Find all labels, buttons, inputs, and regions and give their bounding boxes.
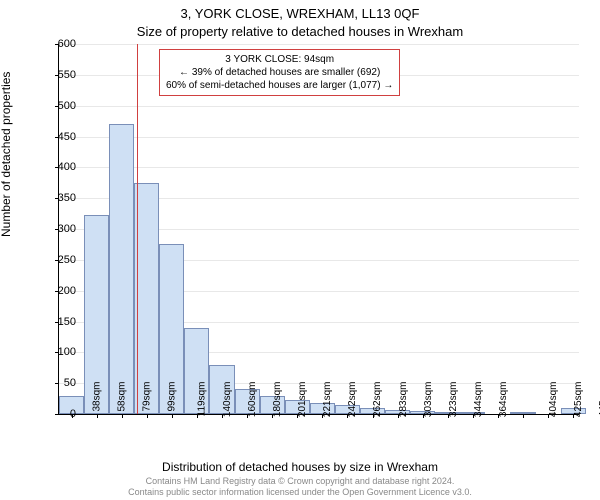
chart-container: 3, YORK CLOSE, WREXHAM, LL13 0QF Size of… bbox=[0, 0, 600, 500]
x-tick-label: 38sqm bbox=[91, 382, 102, 412]
x-tick-mark bbox=[97, 414, 98, 418]
x-tick-label: 221sqm bbox=[322, 382, 333, 418]
x-tick-label: 262sqm bbox=[373, 382, 384, 418]
y-tick-label: 550 bbox=[46, 69, 76, 81]
x-tick-label: 364sqm bbox=[498, 382, 509, 418]
y-tick-label: 50 bbox=[46, 377, 76, 389]
x-tick-label: 283sqm bbox=[398, 382, 409, 418]
plot-area: 3 YORK CLOSE: 94sqm← 39% of detached hou… bbox=[58, 44, 579, 415]
x-tick-mark bbox=[147, 414, 148, 418]
y-tick-label: 300 bbox=[46, 223, 76, 235]
y-tick-label: 150 bbox=[46, 316, 76, 328]
x-tick-label: 242sqm bbox=[347, 382, 358, 418]
x-tick-mark bbox=[122, 414, 123, 418]
y-tick-label: 350 bbox=[46, 192, 76, 204]
x-tick-label: 119sqm bbox=[196, 382, 207, 417]
y-tick-label: 200 bbox=[46, 285, 76, 297]
x-tick-label: 303sqm bbox=[423, 382, 434, 418]
x-tick-label: 404sqm bbox=[548, 382, 559, 418]
annotation-line: 60% of semi-detached houses are larger (… bbox=[166, 79, 393, 92]
reference-line bbox=[137, 44, 138, 414]
y-tick-label: 600 bbox=[46, 38, 76, 50]
x-tick-label: 99sqm bbox=[166, 382, 177, 412]
y-tick-label: 250 bbox=[46, 254, 76, 266]
x-tick-label: 425sqm bbox=[573, 382, 584, 418]
histogram-bar bbox=[109, 124, 134, 414]
y-tick-label: 400 bbox=[46, 161, 76, 173]
y-tick-label: 0 bbox=[46, 408, 76, 420]
y-axis-label: Number of detached properties bbox=[0, 72, 13, 237]
title-line-2: Size of property relative to detached ho… bbox=[0, 24, 600, 39]
x-tick-label: 201sqm bbox=[297, 382, 308, 418]
footer-line-1: Contains HM Land Registry data © Crown c… bbox=[0, 476, 600, 487]
x-tick-label: 180sqm bbox=[272, 382, 283, 418]
y-tick-label: 100 bbox=[46, 346, 76, 358]
x-tick-mark bbox=[172, 414, 173, 418]
title-line-1: 3, YORK CLOSE, WREXHAM, LL13 0QF bbox=[0, 6, 600, 21]
y-tick-label: 500 bbox=[46, 100, 76, 112]
x-tick-label: 140sqm bbox=[222, 382, 233, 418]
x-tick-label: 58sqm bbox=[116, 382, 127, 412]
x-tick-mark bbox=[523, 414, 524, 418]
annotation-line: ← 39% of detached houses are smaller (69… bbox=[166, 66, 393, 79]
y-tick-label: 450 bbox=[46, 131, 76, 143]
annotation-box: 3 YORK CLOSE: 94sqm← 39% of detached hou… bbox=[159, 49, 400, 96]
footer-attribution: Contains HM Land Registry data © Crown c… bbox=[0, 476, 600, 498]
x-tick-label: 344sqm bbox=[473, 382, 484, 418]
x-tick-label: 323sqm bbox=[448, 382, 459, 418]
footer-line-2: Contains public sector information licen… bbox=[0, 487, 600, 498]
x-tick-label: 79sqm bbox=[141, 382, 152, 412]
x-tick-label: 160sqm bbox=[247, 382, 258, 418]
x-axis-label: Distribution of detached houses by size … bbox=[0, 460, 600, 474]
annotation-line: 3 YORK CLOSE: 94sqm bbox=[166, 53, 393, 66]
